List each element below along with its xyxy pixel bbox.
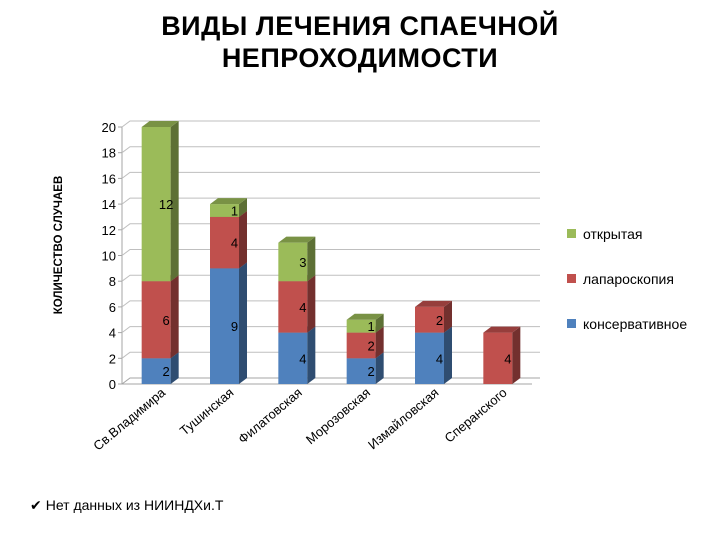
x-tick-label: Измайловская bbox=[365, 385, 441, 453]
gridline bbox=[121, 197, 540, 205]
bar-laparoscopy bbox=[483, 332, 513, 384]
bar-laparoscopy bbox=[210, 216, 239, 269]
x-tick-label: Морозовская bbox=[303, 385, 373, 447]
bar-open bbox=[346, 319, 376, 333]
data-label: 12 bbox=[159, 197, 173, 212]
data-label: 4 bbox=[299, 300, 306, 315]
bar-side-open bbox=[239, 198, 247, 217]
y-tick-label: 0 bbox=[109, 377, 116, 392]
gridline bbox=[121, 120, 540, 128]
x-tick-label: Сперанского bbox=[441, 385, 509, 446]
bar-side-laparoscopy bbox=[307, 275, 316, 333]
bar-conservative bbox=[278, 332, 308, 384]
data-label: 3 bbox=[299, 255, 306, 270]
y-tick-label: 2 bbox=[109, 351, 116, 366]
bar-laparoscopy bbox=[415, 306, 444, 333]
bar-top-open bbox=[346, 313, 384, 320]
chart-title-line-2: НЕПРОХОДИМОСТИ bbox=[221, 43, 499, 73]
gridline bbox=[121, 351, 540, 359]
data-label: 2 bbox=[436, 313, 443, 328]
data-label: 4 bbox=[436, 351, 443, 366]
bar-side-laparoscopy bbox=[239, 210, 247, 269]
bar-open bbox=[210, 204, 239, 217]
data-label: 2 bbox=[368, 364, 375, 379]
chart-title: ВИДЫ ЛЕЧЕНИЯ СПАЕЧНОЙ НЕПРОХОДИМОСТИ bbox=[100, 10, 620, 74]
bar-side-open bbox=[307, 236, 316, 282]
y-tick-label: 10 bbox=[102, 249, 116, 264]
bar-side-conservative bbox=[444, 326, 452, 384]
bar-top-open bbox=[141, 121, 179, 127]
x-tick-label: Филатовская bbox=[235, 385, 305, 447]
data-label: 4 bbox=[299, 351, 306, 366]
bar-conservative bbox=[210, 268, 239, 384]
data-label: 4 bbox=[231, 236, 238, 251]
bar-side-laparoscopy bbox=[512, 326, 521, 384]
y-tick-label: 20 bbox=[102, 120, 116, 135]
legend-label-laparoscopy: лапароскопия bbox=[583, 271, 674, 287]
legend-swatch-conservative bbox=[567, 319, 576, 328]
y-tick-label: 18 bbox=[102, 146, 116, 161]
data-label: 1 bbox=[368, 319, 375, 334]
footnote: ✔ Нет данных из НИИНДХи.Т bbox=[30, 495, 223, 515]
y-tick-label: 6 bbox=[109, 300, 116, 315]
bar-side-open bbox=[170, 121, 179, 282]
legend-swatch-open bbox=[567, 229, 576, 238]
gridline bbox=[121, 326, 540, 334]
bar-laparoscopy bbox=[141, 281, 171, 359]
checkmark-icon: ✔ bbox=[30, 497, 42, 513]
floor-edge bbox=[121, 377, 540, 385]
bar-side-conservative bbox=[239, 262, 247, 384]
bar-side-laparoscopy bbox=[170, 275, 179, 359]
x-tick-label: Тушинская bbox=[177, 385, 237, 438]
y-tick-label: 14 bbox=[102, 197, 116, 212]
y-axis-title: КОЛИЧЕСТВО СЛУЧАЕВ bbox=[53, 176, 65, 315]
bar-side-conservative bbox=[375, 352, 384, 384]
y-tick-label: 12 bbox=[102, 223, 116, 238]
data-label: 1 bbox=[231, 204, 238, 219]
x-tick-label: Св.Владимира bbox=[90, 384, 168, 453]
bar-side-conservative bbox=[307, 326, 316, 384]
footnote-text: Нет данных из НИИНДХи.Т bbox=[45, 497, 224, 513]
bar-top-open bbox=[278, 236, 316, 243]
legend-item-open: открытая bbox=[567, 224, 720, 244]
data-label: 6 bbox=[163, 313, 170, 328]
legend-item-laparoscopy: лапароскопия bbox=[567, 269, 720, 289]
gridline bbox=[121, 171, 540, 179]
gridline bbox=[121, 249, 540, 256]
bar-top-laparoscopy bbox=[415, 300, 452, 307]
data-label: 9 bbox=[231, 319, 238, 334]
y-tick-label: 4 bbox=[109, 326, 116, 341]
legend-swatch-laparoscopy bbox=[567, 274, 576, 283]
legend-label-conservative: консервативное bbox=[583, 316, 688, 332]
gridline bbox=[121, 274, 540, 282]
bar-conservative bbox=[141, 358, 171, 384]
data-label: 2 bbox=[163, 364, 170, 379]
bar-open bbox=[141, 127, 171, 282]
data-label: 2 bbox=[368, 338, 375, 353]
bar-laparoscopy bbox=[346, 332, 376, 359]
y-tick-label: 8 bbox=[109, 274, 116, 289]
bar-side-open bbox=[375, 313, 384, 333]
y-tick-label: 16 bbox=[102, 171, 116, 186]
bar-laparoscopy bbox=[278, 281, 308, 333]
data-label: 4 bbox=[504, 351, 511, 366]
legend-item-conservative: консервативное bbox=[567, 314, 720, 334]
chart-title-line-1: ВИДЫ ЛЕЧЕНИЯ СПАЕЧНОЙ bbox=[161, 11, 559, 41]
bar-side-conservative bbox=[170, 352, 179, 384]
gridline bbox=[121, 146, 540, 154]
bar-top-laparoscopy bbox=[483, 326, 521, 333]
bar-side-laparoscopy bbox=[375, 326, 384, 359]
bar-open bbox=[278, 242, 308, 282]
bar-conservative bbox=[415, 332, 444, 384]
legend-label-open: открытая bbox=[583, 226, 643, 242]
bar-conservative bbox=[346, 358, 376, 384]
bar-side-laparoscopy bbox=[444, 300, 452, 333]
bar-top-open bbox=[210, 198, 247, 205]
gridline bbox=[121, 223, 540, 231]
gridline bbox=[121, 300, 540, 308]
